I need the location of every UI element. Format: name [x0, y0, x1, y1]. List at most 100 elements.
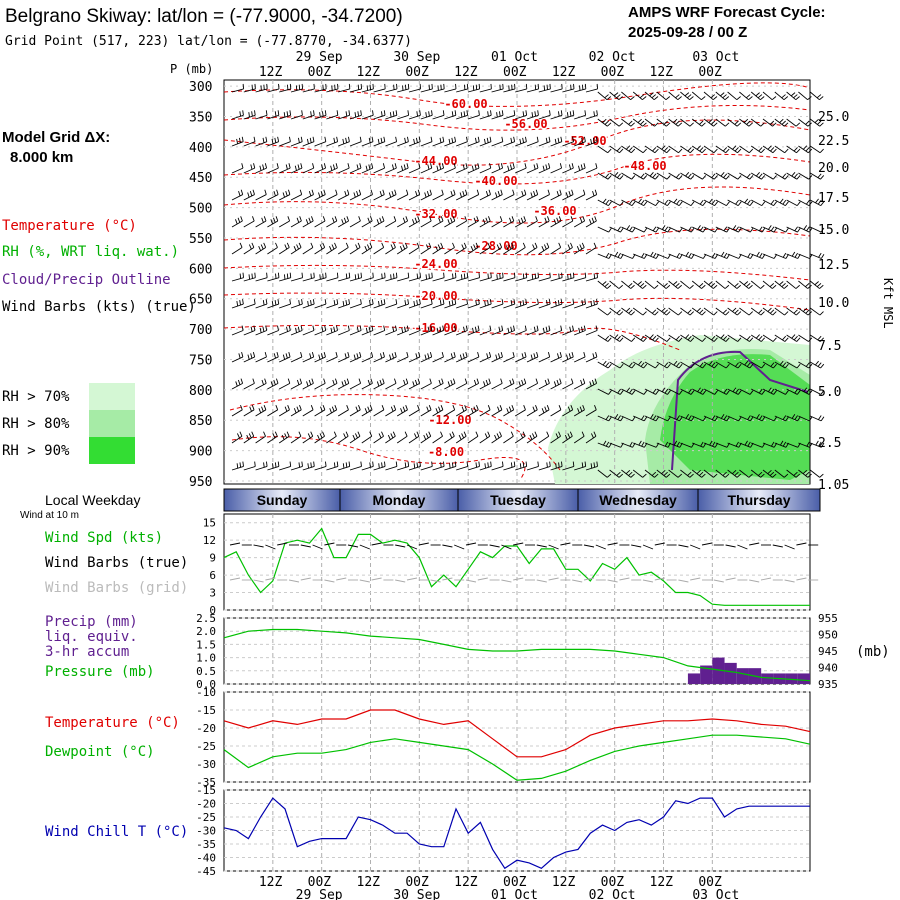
- wind-barb-feather: [625, 470, 631, 475]
- wind-barb-feather: [262, 300, 265, 306]
- wind-barb-feather: [382, 378, 385, 384]
- wind-barb-field: [231, 83, 825, 478]
- wind-barb: [668, 253, 680, 259]
- wind-barb-feather: [701, 284, 706, 289]
- wind-barb-feather: [356, 353, 359, 359]
- temperature-label: Temperature (°C): [45, 715, 180, 731]
- wind-barb: [420, 382, 432, 390]
- wind-barb-feather: [617, 388, 621, 394]
- wind-barb-feather: [404, 326, 406, 332]
- wind-barb-feather: [785, 416, 789, 422]
- wind-barb: [644, 442, 657, 448]
- wind-barb-feather: [390, 244, 394, 250]
- wind-barb-feather: [796, 201, 801, 206]
- wind-barb-feather: [748, 122, 753, 127]
- wind-barb-feather: [748, 311, 754, 316]
- wind-barb: [302, 277, 315, 282]
- wind-barb: [267, 330, 279, 336]
- wind-barb-feather: [276, 163, 279, 169]
- wind-barb-feather: [591, 217, 595, 223]
- wind-barb-feather: [749, 227, 754, 233]
- wind-barb: [786, 388, 798, 395]
- temperature-contour: [223, 292, 811, 311]
- wind-barb-feather: [284, 244, 288, 250]
- wind-barb-feather: [673, 118, 678, 123]
- wind-barb-feather: [593, 242, 597, 248]
- surface-wind-barb: [465, 542, 477, 546]
- wind-barb-feather: [487, 462, 489, 468]
- height-tick-label: 17.5: [818, 191, 849, 206]
- wind-barb: [786, 307, 797, 316]
- wind-barb: [727, 91, 738, 101]
- wind-barb-feather: [513, 461, 516, 467]
- wind-barb-feather: [596, 272, 598, 278]
- wind-barb-feather: [698, 283, 704, 288]
- surface-wind-barb: [749, 542, 760, 546]
- wind-barb-feather: [580, 379, 583, 385]
- wind-barb-feather: [416, 300, 418, 306]
- wind-barb: [691, 91, 702, 101]
- wind-barb-feather: [553, 219, 557, 225]
- wind-barb-feather: [570, 216, 574, 222]
- weekday-label: Thursday: [727, 492, 790, 508]
- wind-barb: [337, 409, 349, 417]
- wind-barb-feather: [286, 273, 289, 279]
- wind-barb-feather: [367, 379, 371, 385]
- wind-barb: [385, 277, 398, 282]
- wind-barb: [739, 145, 750, 154]
- wind-barb-feather: [383, 136, 386, 142]
- wind-barb-feather: [287, 189, 291, 195]
- wind-barb-feather: [566, 112, 569, 118]
- wind-barb-feather: [649, 334, 654, 339]
- wind-barb-feather: [820, 416, 825, 422]
- wind-barb: [691, 361, 703, 369]
- wind-barb: [691, 280, 702, 289]
- surface-wind-barb: [642, 544, 654, 550]
- wind-barb-feather: [618, 284, 623, 289]
- wind-barb: [680, 361, 692, 369]
- wind-barb: [526, 382, 538, 390]
- wind-barb-feather: [248, 112, 250, 118]
- wind-barb-feather: [522, 431, 526, 437]
- wind-barb-feather: [404, 462, 407, 468]
- wind-barb-feather: [435, 408, 439, 414]
- wind-barb-feather: [513, 325, 515, 331]
- wind-barb-feather: [720, 251, 725, 257]
- wind-barb-feather: [352, 434, 356, 440]
- top-date-label: 01 Oct: [491, 50, 538, 65]
- wind-barb-feather: [712, 441, 716, 447]
- wind-barb-feather: [520, 433, 524, 439]
- surface-wind-barb: [607, 542, 618, 546]
- wind-barb-feather: [688, 415, 692, 420]
- wind-barb-feather: [454, 136, 457, 142]
- wind-barb-feather: [474, 164, 477, 170]
- wind-barb-feather: [508, 244, 512, 250]
- wind-barb-feather: [618, 473, 624, 478]
- wind-barb-feather: [466, 299, 468, 305]
- wind-barb-feather: [436, 327, 439, 333]
- wind-barb-feather: [709, 440, 713, 446]
- wind-barb-feather: [294, 165, 297, 171]
- wind-barb-feather: [595, 351, 598, 358]
- wind-barb: [455, 382, 468, 390]
- wind-barb: [786, 199, 798, 207]
- weekday-label: Sunday: [257, 492, 308, 508]
- wind-barb-feather: [655, 390, 660, 395]
- wind-barb: [456, 141, 468, 147]
- wind-barb-feather: [666, 122, 671, 127]
- wind-barb-feather: [360, 110, 362, 116]
- wind-barb: [774, 145, 786, 154]
- wind-barb-feather: [606, 96, 612, 101]
- wind-barb-feather: [666, 311, 671, 316]
- temperature-contour: [229, 394, 561, 471]
- wind-barb-feather: [490, 272, 492, 278]
- wind-barb-feather: [556, 379, 559, 385]
- wind-barb-feather: [425, 244, 429, 250]
- wind-barb: [279, 330, 291, 336]
- wind-barb-feather: [643, 390, 648, 395]
- wind-barb: [338, 330, 350, 336]
- wind-barb-feather: [510, 431, 514, 437]
- wind-barb-feather: [582, 404, 585, 410]
- wind-barb-feather: [793, 471, 798, 476]
- wind-barb: [762, 253, 775, 259]
